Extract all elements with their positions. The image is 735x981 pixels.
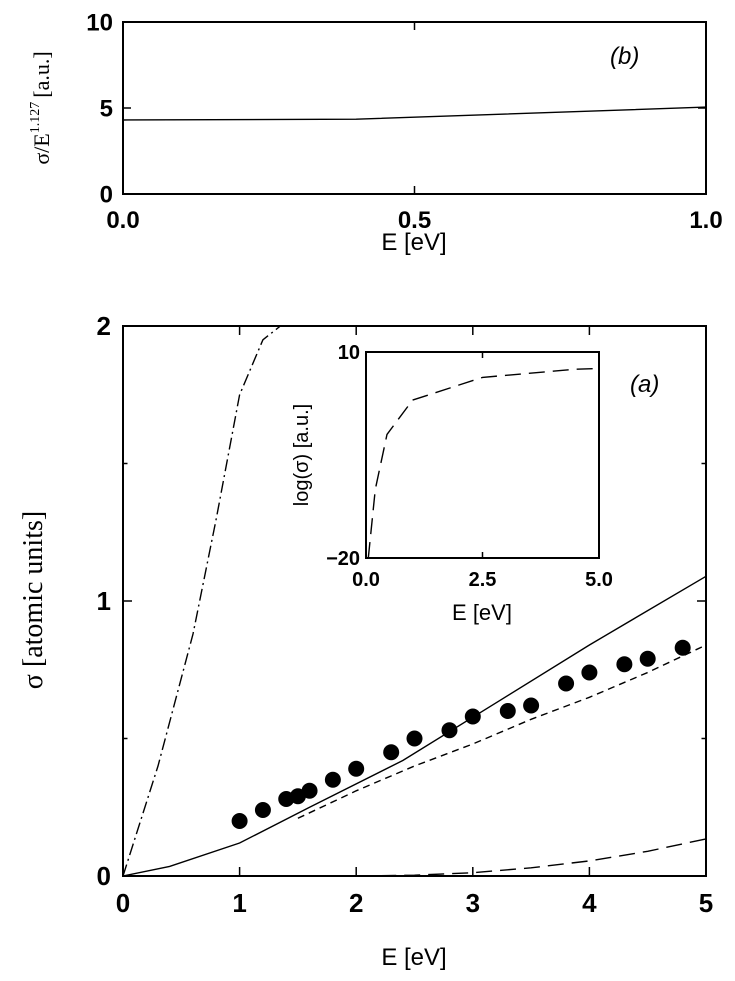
inset-ticks: 0.0 2.5 5.0 −20 10 <box>326 342 613 591</box>
panel-b-y-label-unit: [a.u.] <box>29 51 54 97</box>
inset-x-axis-label: E [eV] <box>452 600 512 625</box>
data-point <box>581 664 598 681</box>
x-tick-label: 4 <box>582 888 597 918</box>
data-point <box>406 730 423 747</box>
data-point <box>301 782 318 799</box>
panel-a-markers <box>231 639 691 829</box>
panel-a: 0 1 2 3 4 5 0 1 2 (a) E [eV] σ [atomic units] 0.… <box>18 311 713 971</box>
x-tick-label: 0.5 <box>398 207 431 234</box>
panel-a-label: (a) <box>630 371 659 398</box>
series-line-dashed <box>297 644 707 819</box>
x-tick-label: 1.0 <box>689 207 722 234</box>
data-point <box>231 813 248 829</box>
data-point <box>639 650 656 667</box>
data-point <box>324 771 341 788</box>
x-tick-label: 0.0 <box>106 207 139 234</box>
data-point <box>558 675 575 692</box>
data-point <box>441 722 458 739</box>
series-line-dashdot <box>122 325 281 877</box>
panel-b-y-label-main: σ/E <box>29 133 54 164</box>
x-tick-label: 1 <box>232 888 246 918</box>
inset-y-axis-label: log(σ) [a.u.] <box>291 404 313 506</box>
panel-b-y-axis-label: σ/E1.127 [a.u.] <box>28 51 54 164</box>
y-tick-label: 10 <box>338 342 360 364</box>
panel-a-y-axis-label: σ [atomic units] <box>18 511 49 689</box>
y-tick-label: 0 <box>97 861 111 891</box>
panel-a-ticks: 0 1 2 3 4 5 0 1 2 <box>97 311 714 918</box>
x-tick-label: 2 <box>349 888 363 918</box>
data-point <box>464 708 481 725</box>
series-line-longdash <box>356 838 707 877</box>
x-tick-label: 0.0 <box>352 569 380 591</box>
panel-a-curves <box>122 325 707 877</box>
panel-b-x-axis-label: E [eV] <box>381 229 446 256</box>
x-tick-label: 5 <box>699 888 713 918</box>
data-point <box>254 802 271 818</box>
y-tick-label: 1 <box>97 586 111 616</box>
y-tick-label: 2 <box>97 311 111 341</box>
y-tick-label: 5 <box>100 95 113 122</box>
panel-b-curves <box>122 106 707 121</box>
panel-b-label: (b) <box>610 43 639 70</box>
y-tick-label: −20 <box>326 548 360 570</box>
inset-background <box>366 352 599 558</box>
series-line-solid <box>122 575 707 877</box>
x-tick-label: 5.0 <box>585 569 613 591</box>
data-point <box>523 697 540 714</box>
x-tick-label: 3 <box>466 888 480 918</box>
panel-a-x-axis-label: E [eV] <box>381 944 446 971</box>
data-point <box>616 656 633 673</box>
data-point <box>383 744 400 761</box>
y-tick-label: 10 <box>86 9 113 36</box>
data-point <box>348 760 365 777</box>
panel-b-ticks: 0.0 0.5 1.0 0 5 10 <box>86 9 722 234</box>
x-tick-label: 0 <box>116 888 130 918</box>
inset-plot: 0.0 2.5 5.0 −20 10 E [eV] log(σ) [a.u.] <box>291 342 613 625</box>
data-point <box>499 703 516 719</box>
panel-b-y-label-exp: 1.127 <box>28 102 43 134</box>
data-point <box>674 639 691 656</box>
y-tick-label: 0 <box>100 181 113 208</box>
panel-b: 0.0 0.5 1.0 0 5 10 (b) E [eV] σ/E1.127 [a.u.] <box>28 9 723 256</box>
series-line-solid <box>122 106 707 121</box>
x-tick-label: 2.5 <box>469 569 497 591</box>
